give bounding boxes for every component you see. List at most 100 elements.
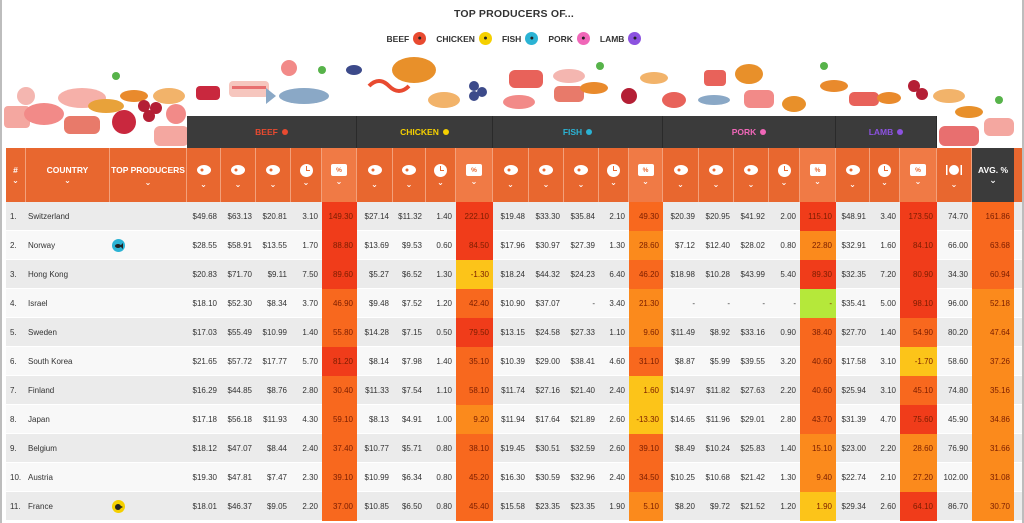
plate-value: 45.90: [947, 415, 968, 424]
group-label: LAMB: [868, 127, 894, 137]
fish-value: 4.60: [609, 357, 625, 366]
chicken-value: $14.28: [364, 328, 389, 337]
heat-cell-bg: [629, 318, 663, 347]
table-row[interactable]: 6. South Korea $21.65 $57.72 $17.77 5.70 81.20…: [6, 347, 1022, 376]
header-pork-item-3[interactable]: ⌄: [734, 148, 769, 202]
lamb-value: 3.10: [880, 386, 896, 395]
header-top-producers[interactable]: TOP PRODUCERS ⌄: [110, 148, 187, 202]
chicken-value: 9.20: [473, 415, 489, 424]
header-lamb-hours[interactable]: ⌄: [870, 148, 900, 202]
table-row[interactable]: 8. Japan $17.18 $56.18 $11.93 4.30 59.10 $8.13 $…: [6, 405, 1022, 434]
heat-cell-bg: [456, 405, 493, 434]
chicken-value: 1.40: [436, 212, 452, 221]
header-beef-item-3[interactable]: ⌄: [256, 148, 291, 202]
group-color-dot: [760, 129, 767, 135]
heat-cell-bg: [322, 463, 357, 492]
fish-value: $10.39: [500, 357, 525, 366]
fish-value: $24.23: [570, 270, 595, 279]
percent-icon: %: [809, 164, 826, 176]
header-plate[interactable]: ⌄: [937, 148, 972, 202]
lamb-value: 28.60: [912, 444, 933, 453]
lamb-value: 7.20: [880, 270, 896, 279]
header-pork-item-2[interactable]: ⌄: [699, 148, 734, 202]
pork-value: $11.82: [706, 386, 730, 395]
lamb-value: $22.74: [841, 473, 866, 482]
lamb-leg-icon: [842, 161, 864, 179]
column-header-bar: # ⌄ COUNTRY ⌄ TOP PRODUCERS ⌄ ⌄ ⌄ ⌄ ⌄% ⌄ ⌄ ⌄ ⌄% ⌄ ⌄ ⌄ ⌄ ⌄%…: [6, 148, 1022, 202]
table-row[interactable]: 5. Sweden $17.03 $55.49 $10.99 1.40 55.80 $14.2…: [6, 318, 1022, 347]
header-chicken-percent[interactable]: % ⌄: [456, 148, 493, 202]
header-pork-item-1[interactable]: ⌄: [663, 148, 699, 202]
group-header-lamb: LAMB: [836, 116, 937, 148]
table-row[interactable]: 7. Finland $16.29 $44.85 $8.76 2.80 30.40 $11.3…: [6, 376, 1022, 405]
legend: BEEF ● CHICKEN ● FISH ● PORK ● LAMB ●: [2, 32, 1022, 45]
table-row[interactable]: 11. France $18.01 $46.37 $9.05 2.20 37.00 $10.8…: [6, 492, 1022, 521]
header-chicken-item-2[interactable]: ⌄: [393, 148, 426, 202]
beef-value: 55.80: [332, 328, 353, 337]
heat-cell-bg: [629, 492, 663, 521]
header-fish-item-2[interactable]: ⌄: [529, 148, 564, 202]
heat-cell-bg: [900, 463, 937, 492]
pork-value: 5.40: [780, 270, 796, 279]
fish-value: 2.60: [609, 444, 625, 453]
header-chicken-item-1[interactable]: ⌄: [357, 148, 393, 202]
header-fish-percent[interactable]: % ⌄: [629, 148, 663, 202]
table-row[interactable]: 1. Switzerland $49.68 $63.13 $20.81 3.10 149.3…: [6, 202, 1022, 231]
header-country[interactable]: COUNTRY ⌄: [26, 148, 110, 202]
fish-value: -: [592, 299, 595, 308]
fish-value: $37.07: [535, 299, 560, 308]
header-fish-item-1[interactable]: ⌄: [493, 148, 529, 202]
fish-value: $11.94: [501, 415, 525, 424]
beef-value: $17.03: [192, 328, 217, 337]
header-beef-item-2[interactable]: ⌄: [221, 148, 256, 202]
table-row[interactable]: 10. Austria $19.30 $47.81 $7.47 2.30 39.10 $10.…: [6, 463, 1022, 492]
avg-header-label: AVG. %: [977, 164, 1009, 175]
chicken-value: 45.40: [468, 502, 489, 511]
pork-value: -: [793, 299, 796, 308]
chevron-down-icon: ⌄: [950, 180, 958, 189]
avg-cell-bg: [972, 405, 1014, 434]
chicken-value: 1.10: [436, 386, 452, 395]
heat-cell-bg: [900, 318, 937, 347]
lamb-value: 80.90: [912, 270, 933, 279]
table-row[interactable]: 3. Hong Kong $20.83 $71.70 $9.11 7.50 89.60 $5.…: [6, 260, 1022, 289]
page-title: TOP PRODUCERS OF...: [453, 8, 575, 20]
header-beef-item-1[interactable]: ⌄: [187, 148, 221, 202]
header-beef-percent[interactable]: % ⌄: [322, 148, 357, 202]
header-lamb-percent[interactable]: % ⌄: [900, 148, 937, 202]
fish-icon: [112, 239, 125, 252]
percent-label: %: [642, 166, 649, 174]
pork-value: $8.92: [709, 328, 730, 337]
table-row[interactable]: 2. Norway $28.55 $58.91 $13.55 1.70 88.80 $13.6…: [6, 231, 1022, 260]
chicken-value: $6.34: [401, 473, 422, 482]
header-fish-hours[interactable]: ⌄: [599, 148, 629, 202]
table-row[interactable]: 9. Belgium $18.12 $47.07 $8.44 2.40 37.40 $10.7…: [6, 434, 1022, 463]
header-chicken-hours[interactable]: ⌄: [426, 148, 456, 202]
beef-value: $57.72: [227, 357, 252, 366]
header-number[interactable]: # ⌄: [6, 148, 26, 202]
avg-value: 30.70: [989, 502, 1010, 511]
beef-value: $13.55: [262, 241, 287, 250]
fish-value: $30.51: [535, 444, 560, 453]
avg-column-header[interactable]: AVG. % ⌄: [972, 148, 1014, 202]
avg-cell-bg: [972, 492, 1014, 521]
table-row[interactable]: 4. Israel $18.10 $52.30 $8.34 3.70 46.90 $9.48 $…: [6, 289, 1022, 318]
header-lamb-item-1[interactable]: ⌄: [836, 148, 870, 202]
chevron-down-icon: ⌄: [849, 180, 856, 189]
fish-value: $27.33: [570, 328, 595, 337]
header-fish-item-3[interactable]: ⌄: [564, 148, 599, 202]
fish-value: $16.30: [500, 473, 525, 482]
header-beef-hours[interactable]: ⌄: [291, 148, 322, 202]
percent-icon: %: [910, 164, 926, 176]
pork-value: $8.49: [674, 444, 695, 453]
fish-value: 28.60: [638, 241, 659, 250]
group-color-dot: [442, 129, 449, 135]
chicken-value: 42.40: [468, 299, 489, 308]
heat-cell-bg: [800, 376, 836, 405]
lamb-value: $25.94: [841, 386, 866, 395]
header-pork-percent[interactable]: % ⌄: [800, 148, 836, 202]
clock-icon: [299, 163, 313, 177]
chevron-down-icon: ⌄: [234, 180, 242, 189]
cow-icon: ●: [413, 32, 427, 45]
header-pork-hours[interactable]: ⌄: [769, 148, 800, 202]
